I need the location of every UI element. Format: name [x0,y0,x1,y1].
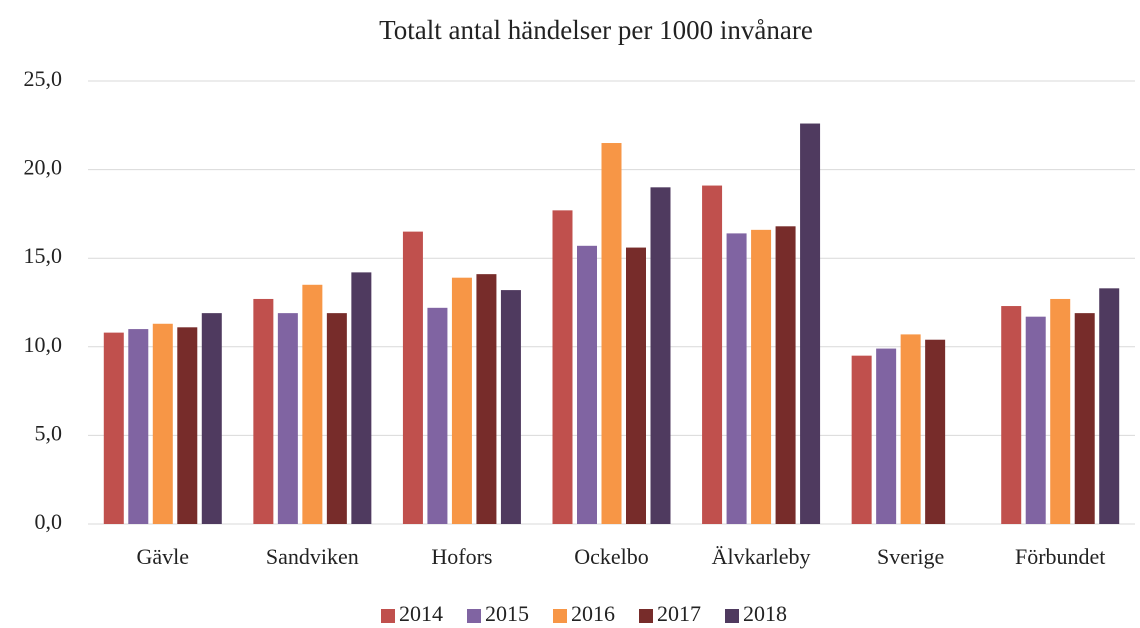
x-tick-label: Hofors [431,544,492,569]
bar [1099,288,1120,524]
legend-label: 2017 [657,601,701,626]
bar [552,210,573,524]
x-tick-label: Ockelbo [574,544,649,569]
bar [326,313,347,524]
bar [925,339,946,524]
legend-label: 2016 [571,601,615,626]
bar [800,123,821,524]
legend-label: 2014 [399,601,443,626]
y-tick-label: 0,0 [35,509,63,534]
bar [451,277,472,524]
bar [103,332,124,524]
bar [601,143,622,524]
bar [476,274,497,524]
legend-swatch [381,609,395,623]
bar [577,245,597,524]
y-tick-label: 5,0 [35,420,63,445]
bar [253,298,274,524]
bar [1025,316,1046,524]
y-tick-label: 10,0 [24,332,63,357]
chart-title: Totalt antal händelser per 1000 invånare [379,15,813,45]
x-tick-label: Gävle [137,544,190,569]
bar [500,290,521,524]
bar [626,247,646,524]
x-tick-label: Förbundet [1015,544,1105,569]
bar [1001,306,1022,524]
bar [128,329,149,524]
bar [201,313,222,524]
bar [702,185,723,524]
x-tick-label: Älvkarleby [712,544,811,569]
legend-swatch [553,609,567,623]
y-tick-label: 25,0 [24,66,63,91]
legend-swatch [467,609,481,623]
x-tick-label: Sverige [877,544,944,569]
x-tick-label: Sandviken [266,544,359,569]
bar [1074,313,1095,524]
bar [302,284,323,524]
bar [650,187,671,524]
bar [1050,298,1071,524]
bar [351,272,372,524]
bar [751,229,772,524]
bar [427,307,448,524]
legend-label: 2015 [485,601,529,626]
legend-swatch [639,609,653,623]
bar [775,226,796,524]
bar [726,233,747,524]
legend-label: 2018 [743,601,787,626]
y-tick-label: 15,0 [24,243,63,268]
bar [876,348,897,524]
bar [402,231,423,524]
bar [152,323,173,524]
bar [277,313,298,524]
bar [177,327,198,524]
y-tick-label: 20,0 [24,155,63,180]
legend-swatch [725,609,739,623]
bar [851,355,872,524]
bar [900,334,921,524]
